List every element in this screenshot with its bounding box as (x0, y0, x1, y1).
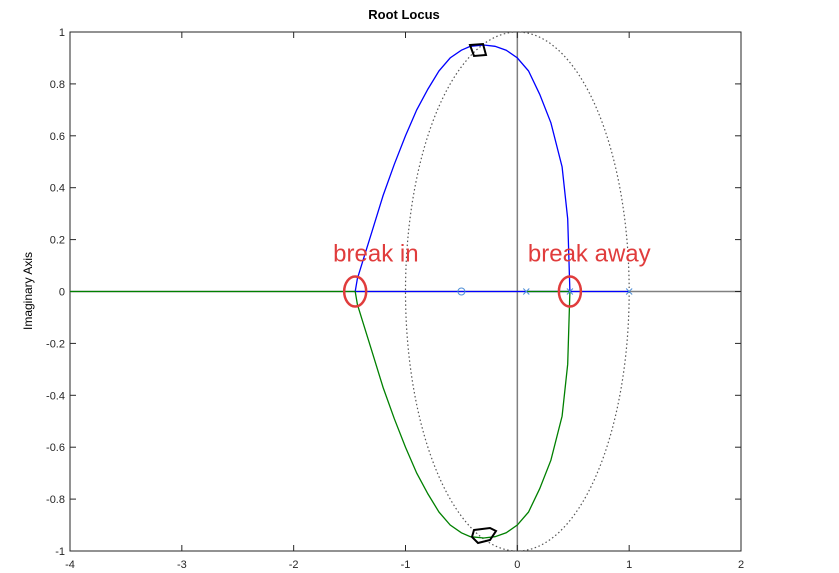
hand-drawn-mark-bottom (470, 526, 498, 545)
zero-marker (457, 287, 466, 296)
y-tick-label: 0.2 (50, 235, 65, 247)
y-tick-labels: 1 0.8 0.6 0.4 0.2 0 -0.2 -0.4 -0.6 -0.8 -1 (46, 27, 65, 558)
annotation-label: break away (528, 241, 651, 268)
pole-marker (625, 288, 633, 295)
x-tick-label: 2 (738, 559, 744, 571)
y-tick-label: -1 (55, 546, 65, 558)
hand-drawn-marks (468, 42, 498, 545)
y-tick-label: -0.2 (46, 338, 65, 350)
x-tick-label: 1 (626, 559, 632, 571)
y-tick-label: 0.4 (50, 183, 65, 195)
annotations: break in break away (333, 241, 651, 308)
y-axis-label: Imaginary Axis (21, 252, 35, 330)
chart-title: Root Locus (368, 7, 440, 22)
locus-branch-1 (354, 44, 630, 293)
annotation-label: break in (333, 241, 418, 268)
x-tick-labels: -4 -3 -2 -1 0 1 2 (65, 559, 744, 571)
y-tick-label: -0.4 (46, 390, 65, 402)
x-tick-label: -1 (401, 559, 411, 571)
annotation-circle (557, 275, 583, 308)
x-tick-label: -4 (65, 559, 75, 571)
y-tick-label: 0 (59, 287, 65, 299)
pole-marker (522, 288, 530, 295)
y-tick-label: 1 (59, 27, 65, 39)
y-tick-label: 0.8 (50, 79, 65, 91)
hand-drawn-mark-top (468, 42, 488, 58)
y-tick-label: -0.6 (46, 442, 65, 454)
x-tick-label: -2 (289, 559, 299, 571)
locus-branch-2 (70, 290, 571, 539)
pole-marker-stroke (566, 288, 574, 295)
x-tick-label: 0 (514, 559, 520, 571)
locus-series (70, 44, 630, 539)
x-tick-label: -3 (177, 559, 187, 571)
y-tick-label: 0.6 (50, 131, 65, 143)
pole-marker-stroke (625, 288, 633, 295)
pole-marker (566, 288, 574, 295)
pole-zero-markers (457, 287, 633, 296)
y-tick-label: -0.8 (46, 494, 65, 506)
annotation-circle (342, 275, 368, 308)
axis-ticks (69, 31, 742, 552)
pole-marker-stroke (522, 288, 530, 295)
